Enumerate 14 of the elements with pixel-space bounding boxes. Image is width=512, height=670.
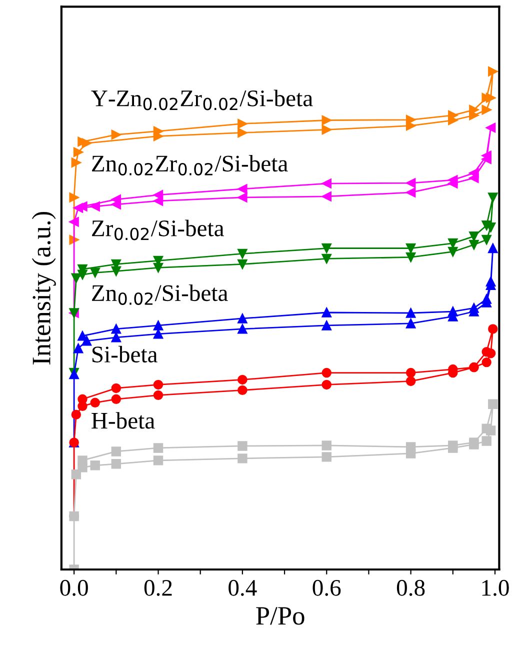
x-tick-label: 0.0 bbox=[60, 580, 88, 596]
x-tick-label: 1.0 bbox=[482, 580, 509, 596]
series-label: Si-beta bbox=[92, 346, 158, 362]
series-label: Zn$_{0.02}$/Si-beta bbox=[92, 284, 228, 305]
series-label: Zn$_{0.02}$Zr$_{0.02}$/Si-beta bbox=[92, 154, 288, 176]
series-label: Zr$_{0.02}$/Si-beta bbox=[92, 220, 224, 240]
y-axis-title: Intensity (a.u.) bbox=[32, 212, 56, 364]
series-label: H-beta bbox=[92, 412, 155, 429]
x-tick-label: 0.4 bbox=[228, 580, 257, 596]
x-tick-label: 0.2 bbox=[144, 580, 172, 596]
series-label: Y-Zn$_{0.02}$Zr$_{0.02}$/Si-beta bbox=[91, 90, 313, 110]
x-axis-title: P/Po bbox=[256, 607, 304, 625]
x-tick-label: 0.8 bbox=[396, 580, 425, 596]
x-tick-label: 0.6 bbox=[312, 580, 341, 596]
